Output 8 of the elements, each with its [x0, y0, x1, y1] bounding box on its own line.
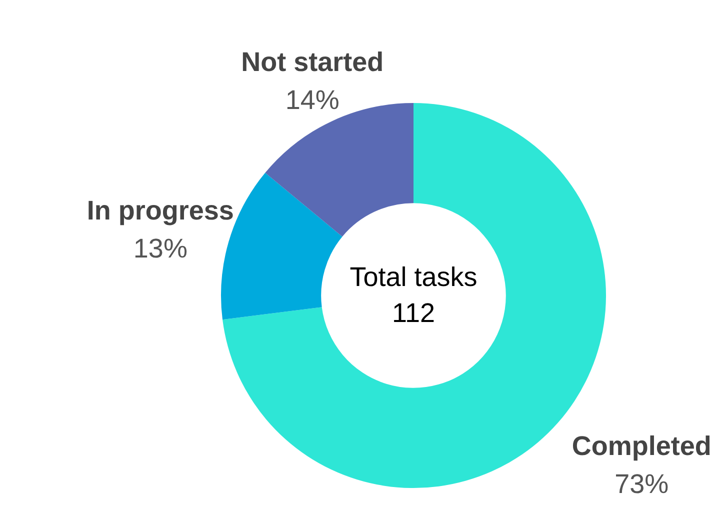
slice-label: Not started	[241, 47, 384, 78]
text: 112	[392, 298, 436, 328]
data-label: 14%	[285, 85, 340, 116]
text: Total tasks	[350, 262, 478, 292]
data-label: 13%	[133, 234, 188, 264]
slice-label: Completed	[572, 431, 712, 462]
slice-label: In progress	[86, 196, 234, 226]
data-label: 73%	[614, 469, 669, 500]
